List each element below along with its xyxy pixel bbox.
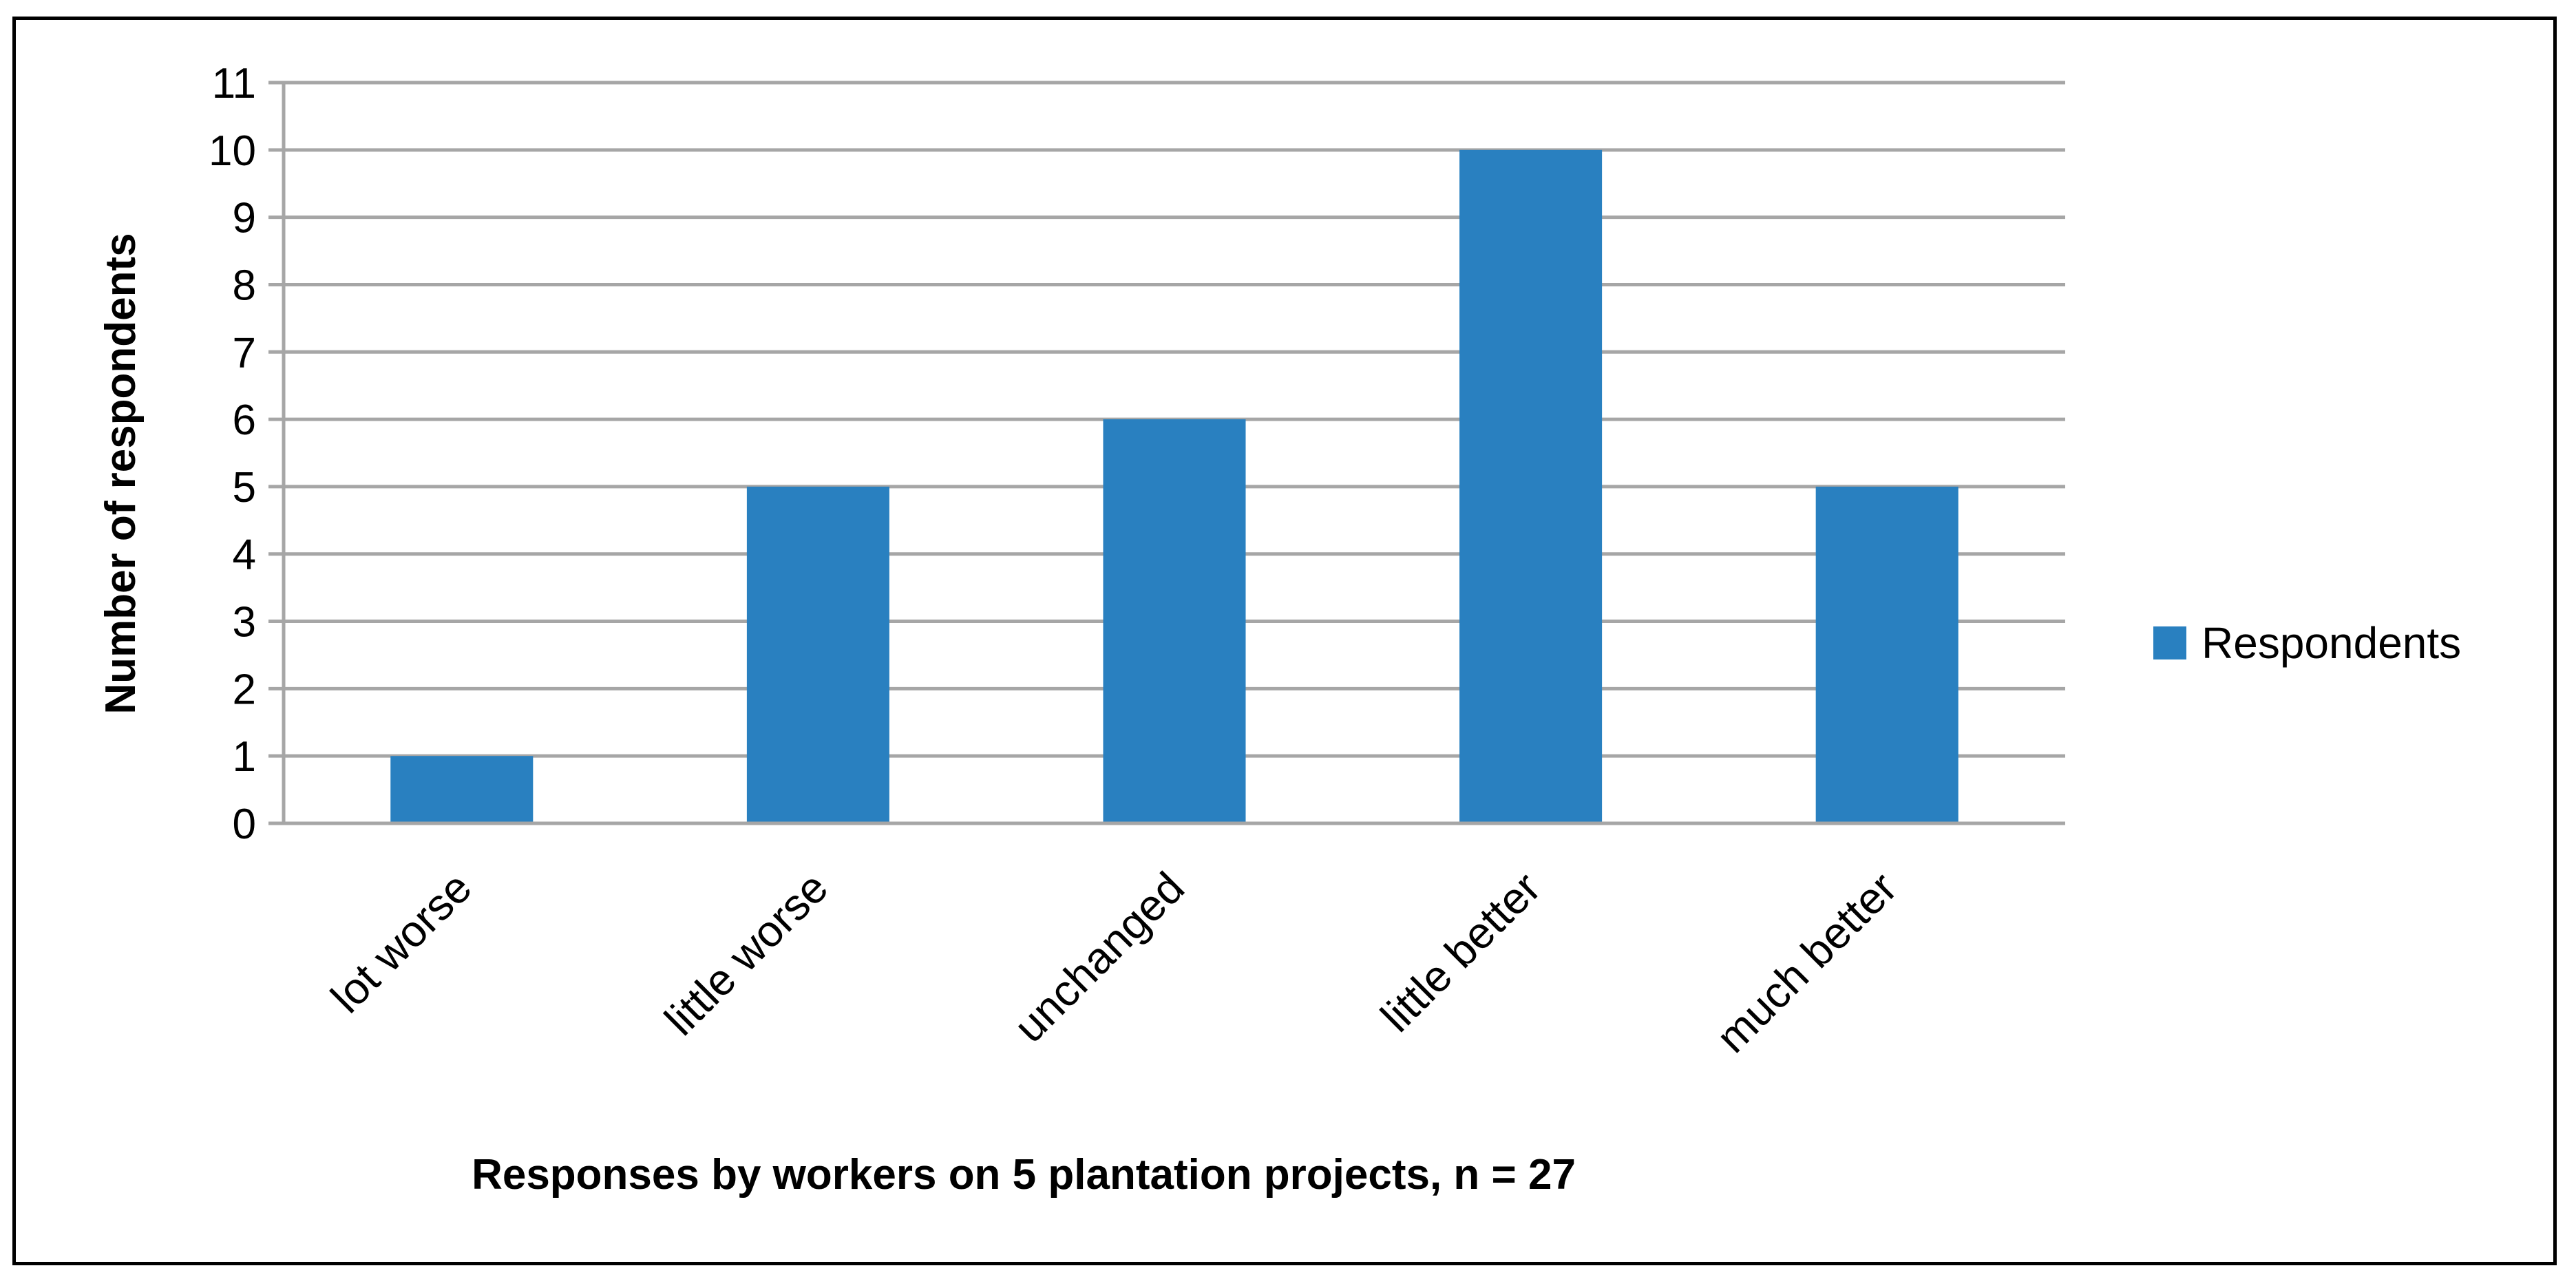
y-tick-label: 0	[233, 801, 256, 848]
y-tick-label: 1	[233, 733, 256, 781]
bar-unchanged	[1103, 419, 1246, 823]
bars	[390, 149, 1959, 823]
x-category-label: much better	[1707, 863, 1906, 1062]
legend: Respondents	[2153, 618, 2461, 668]
gridlines	[284, 81, 2065, 758]
y-tick-label: 8	[233, 262, 256, 309]
bar-much-better	[1815, 486, 1959, 823]
y-axis-title: Number of respondents	[97, 233, 145, 714]
y-tick-label: 3	[233, 599, 256, 646]
legend-swatch-respondents	[2153, 626, 2186, 659]
chart-frame	[12, 17, 2557, 1265]
x-category-label: little worse	[655, 863, 838, 1045]
bar-lot-worse	[390, 756, 534, 823]
y-tick-label: 5	[233, 464, 256, 511]
y-tick-label: 7	[233, 329, 256, 377]
y-tick-label: 2	[233, 666, 256, 713]
bar-little-worse	[746, 486, 889, 823]
x-category-label: little better	[1371, 863, 1550, 1042]
bar-little-better	[1459, 149, 1603, 823]
y-tick-label: 11	[212, 60, 256, 107]
y-tick-label: 9	[233, 195, 256, 242]
x-axis-category-labels: lot worse little worse unchanged little bet…	[321, 863, 1906, 1062]
legend-label-respondents: Respondents	[2202, 618, 2461, 668]
y-axis-ticks: 0 1 2 3 4 5 6 7 8 9 10 11	[209, 60, 286, 848]
y-tick-label: 10	[209, 127, 256, 175]
x-category-label: lot worse	[321, 863, 481, 1022]
x-category-label: unchanged	[1004, 863, 1194, 1052]
y-tick-label: 4	[233, 531, 256, 579]
x-axis-title: Responses by workers on 5 plantation pro…	[472, 1151, 1576, 1199]
y-tick-label: 6	[233, 397, 256, 444]
